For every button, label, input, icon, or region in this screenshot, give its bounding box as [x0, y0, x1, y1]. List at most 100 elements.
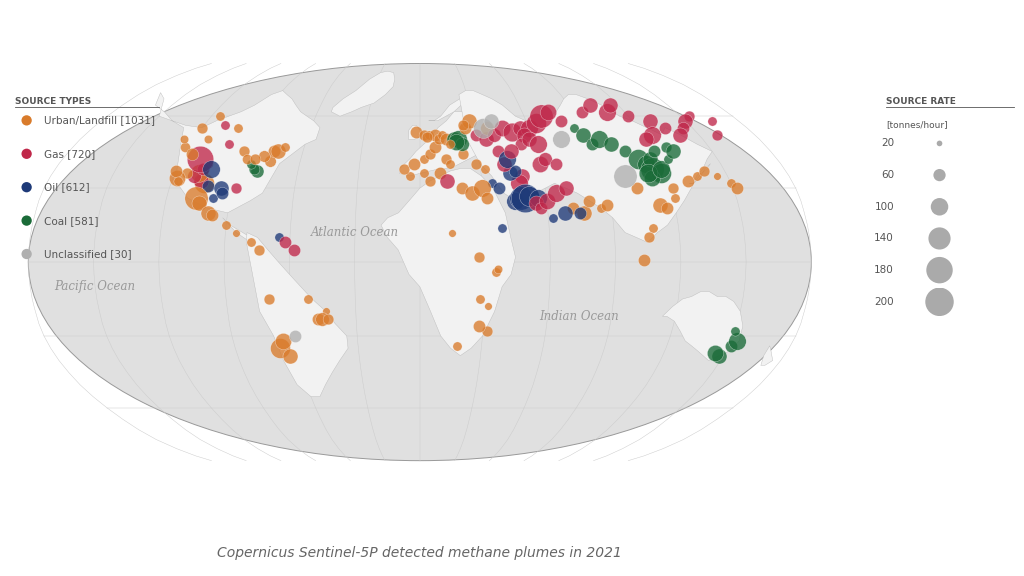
Point	[191, 198, 208, 207]
Point	[314, 314, 331, 323]
Point	[442, 139, 459, 149]
Text: Atlantic Ocean: Atlantic Ocean	[311, 226, 399, 239]
Point	[503, 147, 519, 156]
Point	[575, 130, 592, 139]
Point	[527, 119, 544, 128]
Point	[529, 194, 546, 203]
Point	[593, 203, 609, 213]
Polygon shape	[222, 218, 259, 242]
Polygon shape	[399, 112, 497, 176]
Point	[675, 123, 691, 132]
Point	[200, 181, 216, 190]
Point	[487, 267, 504, 276]
Point	[677, 116, 693, 126]
Point	[480, 302, 497, 311]
Point	[658, 142, 675, 151]
Point	[441, 159, 458, 168]
Point	[262, 157, 279, 166]
Point	[642, 116, 658, 126]
Point	[703, 116, 720, 126]
Point	[444, 228, 461, 237]
Point	[228, 184, 245, 193]
Point	[447, 137, 464, 146]
Point	[553, 116, 569, 126]
Point	[300, 294, 316, 304]
Point	[474, 184, 490, 193]
Polygon shape	[381, 169, 515, 355]
Text: SOURCE TYPES: SOURCE TYPES	[15, 97, 91, 105]
Point	[548, 188, 564, 198]
Point	[573, 107, 590, 116]
Point	[184, 149, 201, 158]
Point	[212, 112, 228, 121]
Point	[665, 184, 681, 193]
Point	[651, 201, 668, 210]
Point	[274, 336, 291, 346]
Point	[652, 169, 669, 178]
Point	[581, 196, 597, 205]
Point	[652, 164, 669, 173]
Point	[603, 139, 620, 149]
Point	[638, 159, 654, 168]
Point	[256, 151, 272, 161]
Point	[932, 170, 948, 180]
Point	[511, 179, 527, 188]
Point	[640, 169, 656, 178]
Point	[932, 266, 948, 275]
Point	[475, 123, 492, 132]
Point	[401, 171, 418, 180]
Point	[191, 169, 208, 178]
Text: 20: 20	[881, 138, 894, 149]
Point	[486, 130, 503, 139]
Point	[571, 209, 588, 218]
Point	[205, 194, 221, 203]
Point	[422, 149, 438, 158]
Point	[220, 139, 237, 149]
Point	[680, 176, 696, 185]
Point	[532, 203, 549, 213]
Point	[629, 184, 645, 193]
Point	[645, 147, 662, 156]
Point	[932, 234, 948, 243]
Point	[243, 238, 259, 247]
Point	[723, 179, 739, 188]
Point	[278, 238, 294, 247]
Point	[707, 348, 723, 358]
Point	[688, 171, 705, 180]
Point	[616, 171, 633, 180]
Point	[534, 112, 550, 121]
Point	[193, 176, 209, 185]
Point	[244, 159, 260, 168]
Point	[642, 154, 658, 164]
Polygon shape	[247, 233, 348, 396]
Point	[616, 147, 633, 156]
Point	[507, 166, 523, 176]
Polygon shape	[689, 164, 711, 183]
Point	[177, 142, 194, 151]
Point	[471, 321, 487, 331]
Polygon shape	[459, 90, 713, 242]
Point	[188, 194, 205, 203]
Text: Coal [581]: Coal [581]	[44, 215, 98, 226]
Text: Pacific Ocean: Pacific Ocean	[54, 280, 135, 293]
Text: Urban/Landfill [1031]: Urban/Landfill [1031]	[44, 115, 155, 126]
Point	[512, 123, 528, 132]
Point	[539, 196, 555, 205]
Text: Copernicus Sentinel-5P detected methane plumes in 2021: Copernicus Sentinel-5P detected methane …	[217, 546, 623, 560]
Polygon shape	[156, 90, 319, 213]
Point	[272, 344, 289, 353]
Point	[271, 233, 288, 242]
Point	[709, 130, 725, 139]
Point	[489, 147, 506, 156]
Point	[729, 336, 745, 346]
Point	[490, 184, 507, 193]
Point	[644, 130, 660, 139]
Text: 100: 100	[874, 202, 894, 212]
Text: 60: 60	[881, 170, 894, 180]
Point	[638, 135, 654, 144]
Point	[321, 314, 337, 323]
Point	[427, 142, 443, 151]
Text: 200: 200	[874, 297, 894, 307]
Point	[659, 154, 676, 164]
Point	[636, 255, 652, 264]
